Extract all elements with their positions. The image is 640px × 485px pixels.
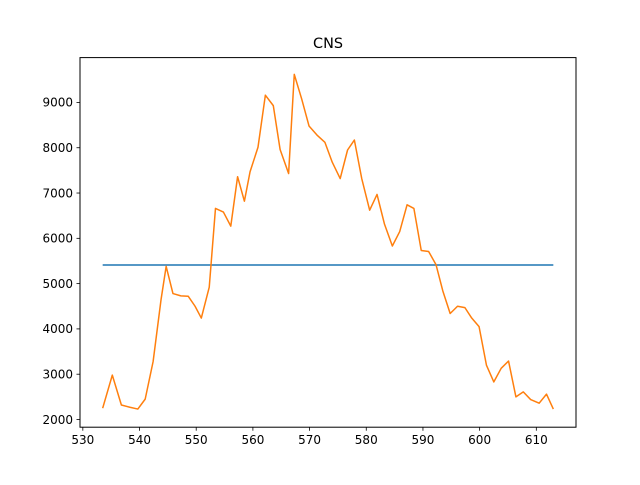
series-1 [101,73,555,410]
data-point [208,286,210,288]
y-axis: 2000 3000 4000 5000 6000 7000 8000 9000 [42,96,80,427]
data-point [500,368,502,370]
data-point [194,305,196,307]
data-point [301,98,303,100]
x-tick-label: 610 [525,433,548,447]
data-point [160,299,162,301]
data-point [237,176,239,178]
data-point [546,393,548,395]
data-point [230,225,232,227]
chart-title: CNS [313,36,343,52]
data-point [293,74,295,76]
data-point [144,398,146,400]
data-point [331,161,333,163]
x-axis: 530 540 550 560 570 580 590 600 610 [71,427,548,447]
data-point [265,94,267,96]
data-point [102,407,104,409]
data-point [180,295,182,297]
x-tick-label: 570 [298,433,321,447]
data-point [339,178,341,180]
y-tick-label: 8000 [42,141,73,155]
y-tick-label: 6000 [42,232,73,246]
data-point [392,245,394,247]
x-tick-label: 580 [355,433,378,447]
data-point [384,223,386,225]
data-point [369,209,371,211]
y-tick-label: 3000 [42,368,73,382]
data-point [347,149,349,151]
x-tick-label: 530 [71,433,94,447]
data-point [406,204,408,206]
data-point [257,146,259,148]
data-point [493,381,495,383]
data-point [316,134,318,136]
data-point [399,231,401,233]
data-point [449,313,451,315]
data-point [308,125,310,127]
data-point [244,200,246,202]
y-tick-label: 2000 [42,413,73,427]
data-point [152,361,154,363]
data-point [471,317,473,319]
data-point [530,399,532,401]
data-point [428,251,430,253]
data-point [137,408,139,410]
y-tick-label: 5000 [42,277,73,291]
data-point [112,374,114,376]
data-point [249,171,251,173]
x-tick-label: 590 [411,433,434,447]
data-point [102,264,104,266]
data-point [121,404,123,406]
data-point [279,149,281,151]
y-tick-label: 7000 [42,186,73,200]
data-point [288,173,290,175]
data-point [435,264,437,266]
data-point [522,391,524,393]
data-point [515,396,517,398]
data-point [172,293,174,295]
data-point [165,266,167,268]
x-tick-label: 600 [468,433,491,447]
data-point [376,194,378,196]
x-tick-label: 560 [241,433,264,447]
series-0 [102,264,554,266]
data-point [187,296,189,298]
data-point [272,105,274,107]
plot-series [101,73,555,410]
data-point [486,364,488,366]
data-point [354,139,356,141]
x-tick-label: 550 [185,433,208,447]
series-line [101,73,555,410]
y-tick-label: 9000 [42,96,73,110]
data-point [478,326,480,328]
data-point [215,208,217,210]
x-tick-label: 540 [128,433,151,447]
y-tick-label: 4000 [42,322,73,336]
data-point [538,402,540,404]
data-point [324,142,326,144]
data-point [457,305,459,307]
data-point [361,178,363,180]
data-point [223,211,225,213]
data-point [464,307,466,309]
data-point [508,360,510,362]
data-point [420,250,422,252]
data-point [413,208,415,210]
plot-frame [79,57,577,428]
data-point [129,406,131,408]
data-point [201,317,203,319]
data-point [442,290,444,292]
data-point [553,264,555,266]
data-point [553,408,555,410]
